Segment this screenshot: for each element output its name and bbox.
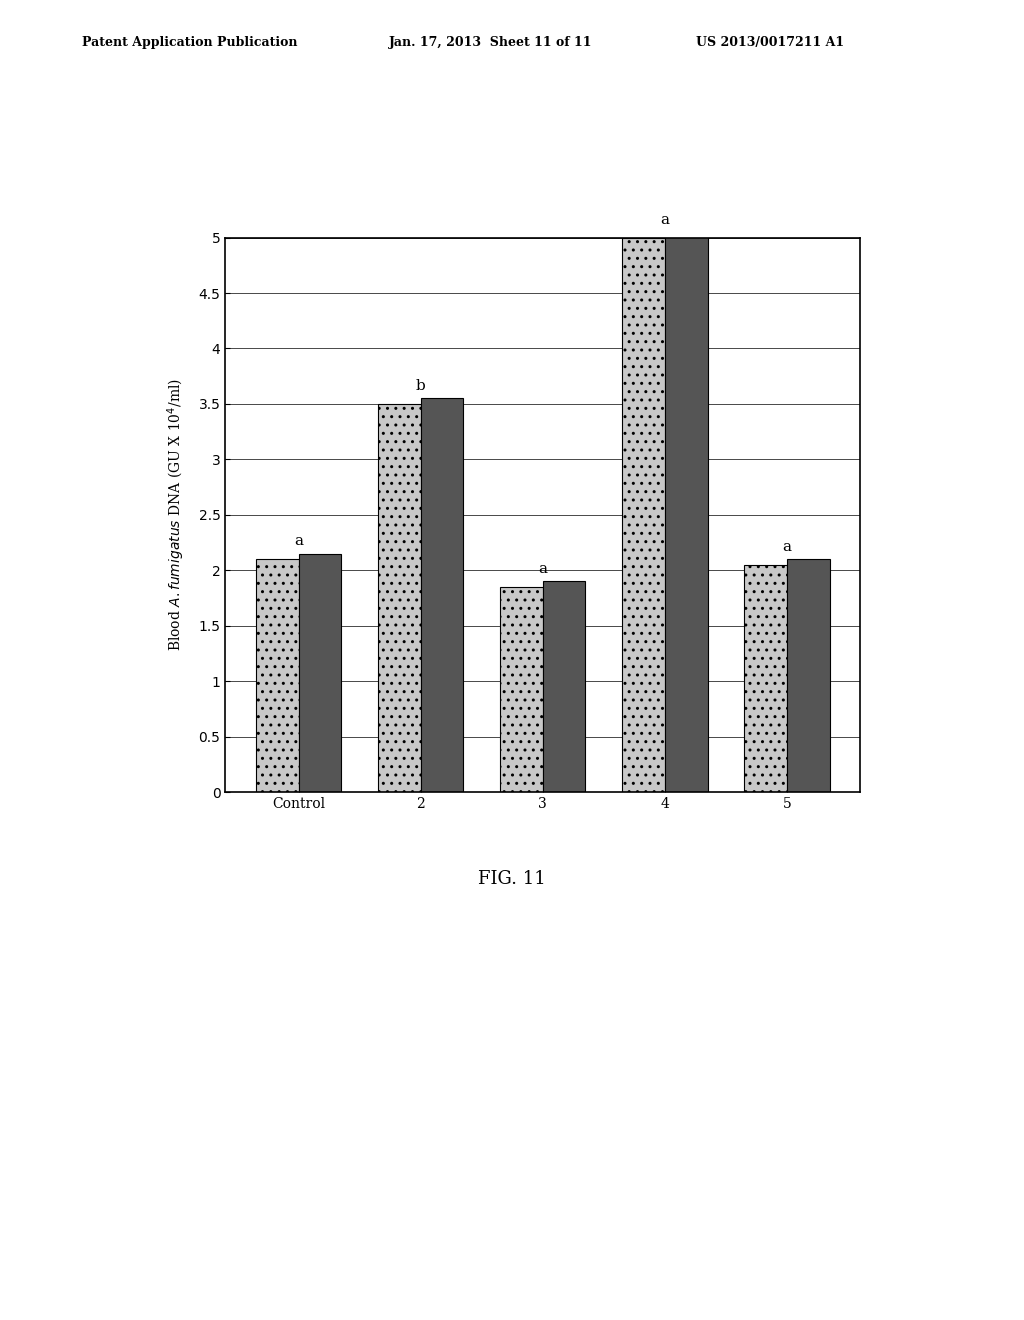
Text: Patent Application Publication: Patent Application Publication: [82, 36, 297, 49]
Text: Jan. 17, 2013  Sheet 11 of 11: Jan. 17, 2013 Sheet 11 of 11: [389, 36, 593, 49]
Bar: [256, 560, 299, 792]
Bar: [665, 232, 708, 792]
Y-axis label: Blood $\it{A. fumigatus}$ DNA (GU X 10$^4$/ml): Blood $\it{A. fumigatus}$ DNA (GU X 10$^…: [166, 379, 187, 651]
Bar: [378, 404, 421, 792]
Text: a: a: [660, 213, 670, 227]
Bar: [786, 560, 829, 792]
Text: US 2013/0017211 A1: US 2013/0017211 A1: [696, 36, 845, 49]
Text: a: a: [539, 562, 547, 576]
Text: a: a: [782, 540, 792, 553]
Bar: [744, 565, 786, 792]
Bar: [421, 399, 463, 792]
Bar: [543, 581, 586, 792]
Bar: [299, 553, 341, 792]
Text: b: b: [416, 379, 426, 393]
Bar: [500, 587, 543, 792]
Text: a: a: [294, 535, 303, 548]
Text: FIG. 11: FIG. 11: [478, 870, 546, 888]
Bar: [623, 238, 665, 792]
